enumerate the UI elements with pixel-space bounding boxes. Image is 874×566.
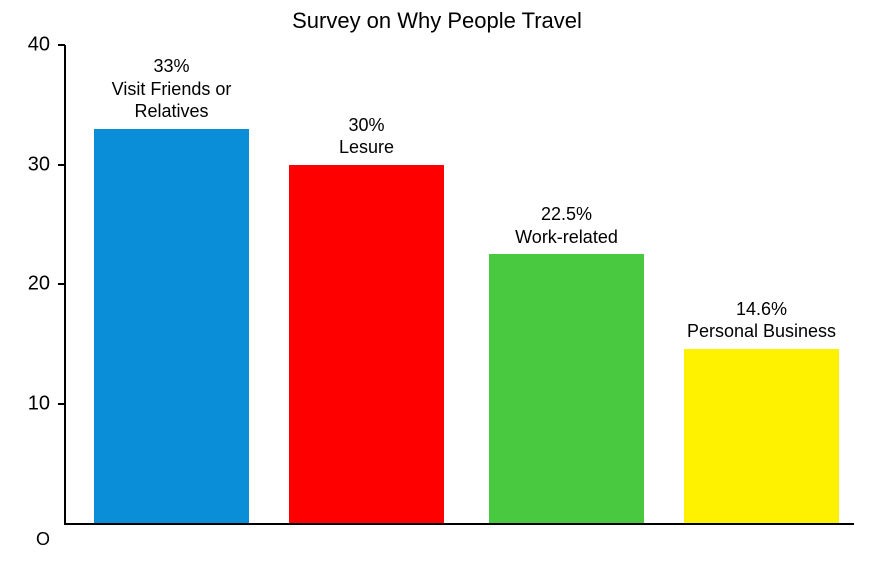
bar	[289, 165, 444, 524]
bar-percent: 30%	[269, 114, 464, 137]
bar-label: 33% Visit Friends or Relatives	[74, 55, 269, 123]
y-tick-label: 20	[0, 273, 50, 296]
bar-category-line: Relatives	[74, 100, 269, 123]
bar-category-line: Personal Business	[664, 320, 859, 343]
bar-category-line: Visit Friends or	[74, 78, 269, 101]
y-tick-label: 40	[0, 34, 50, 57]
y-tick-label: 30	[0, 153, 50, 176]
bar	[684, 349, 839, 523]
x-axis-line	[64, 523, 854, 525]
chart-title: Survey on Why People Travel	[0, 8, 874, 34]
bar-label: 22.5% Work-related	[469, 203, 664, 248]
bar-percent: 33%	[74, 55, 269, 78]
chart-container: Survey on Why People Travel 40 30 20 10 …	[0, 0, 874, 566]
plot-area: 33% Visit Friends or Relatives 30% Lesur…	[64, 45, 854, 523]
bar-category-line: Work-related	[469, 226, 664, 249]
bar-category-line: Lesure	[269, 136, 464, 159]
bar	[489, 254, 644, 523]
bar	[94, 129, 249, 523]
y-tick-label: 10	[0, 392, 50, 415]
bar-percent: 14.6%	[664, 298, 859, 321]
bar-label: 30% Lesure	[269, 114, 464, 159]
origin-label: O	[36, 529, 50, 550]
bar-percent: 22.5%	[469, 203, 664, 226]
bar-label: 14.6% Personal Business	[664, 298, 859, 343]
